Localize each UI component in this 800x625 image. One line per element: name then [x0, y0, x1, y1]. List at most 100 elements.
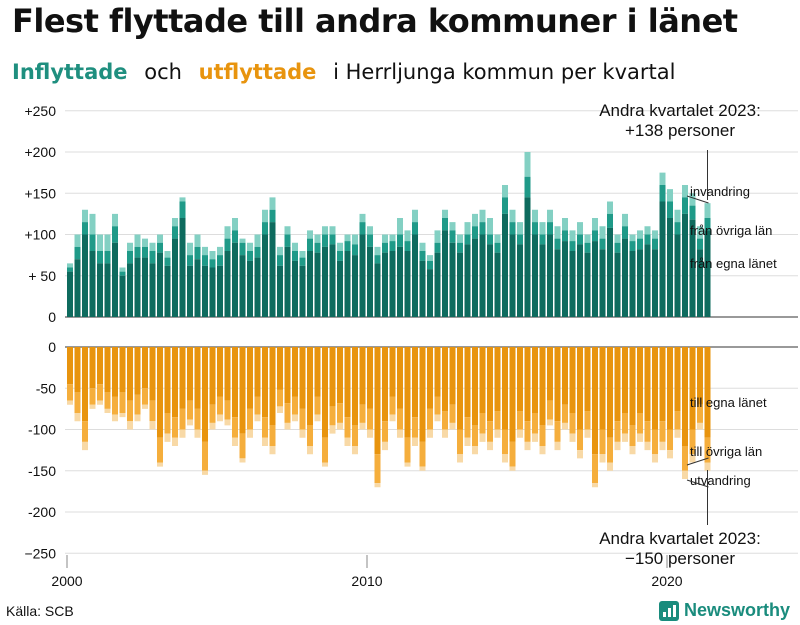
x-tick-label: 2000 [51, 573, 82, 589]
in-bar-egna [127, 263, 133, 317]
in-bar-invandring [112, 213, 118, 227]
in-bar-invandring [637, 230, 643, 239]
out-bar-ovriga [284, 403, 291, 423]
out-bar-utvandring [629, 446, 636, 455]
out-bar-egna [157, 347, 163, 438]
out-bar-utvandring [532, 433, 538, 442]
in-bar-egna [697, 249, 703, 317]
in-bar-invandring [239, 238, 246, 243]
out-bar-utvandring [637, 433, 643, 442]
out-bar-egna [412, 347, 418, 418]
out-bar-ovriga [419, 441, 426, 467]
out-bar-ovriga [179, 408, 186, 430]
in-bar-egna [644, 244, 651, 317]
in-bar-ovriga [427, 260, 433, 270]
source-label: Källa: SCB [6, 603, 74, 619]
in-bar-invandring [344, 234, 351, 242]
out-bar-ovriga [652, 429, 658, 455]
in-bar-ovriga [412, 222, 418, 235]
in-bar-invandring [667, 189, 673, 202]
in-bar-ovriga [269, 209, 276, 223]
out-bar-egna [569, 347, 576, 413]
in-bar-invandring [517, 222, 523, 235]
out-bar-ovriga [157, 437, 163, 463]
in-bar-egna [224, 251, 231, 317]
out-bar-egna [89, 347, 96, 389]
in-bar-ovriga [119, 271, 126, 276]
in-bar-ovriga [472, 226, 478, 239]
out-bar-ovriga [607, 437, 613, 463]
in-bar-egna [209, 267, 216, 317]
out-bar-egna [172, 347, 178, 418]
in-bar-invandring [172, 218, 178, 227]
out-bar-utvandring [547, 419, 553, 426]
in-bar-invandring [427, 255, 433, 261]
out-bar-egna [142, 347, 148, 389]
out-bar-egna [74, 347, 81, 393]
in-bar-egna [232, 242, 238, 317]
in-bar-ovriga [329, 234, 336, 245]
out-bar-egna [637, 347, 643, 413]
in-bar-ovriga [704, 218, 711, 231]
out-bar-ovriga [577, 429, 583, 451]
out-bar-ovriga [524, 421, 531, 442]
out-bar-ovriga [704, 437, 711, 463]
out-bar-ovriga [584, 411, 591, 430]
out-bar-utvandring [142, 404, 148, 409]
in-bar-egna [112, 242, 118, 317]
in-bar-egna [464, 244, 471, 317]
in-bar-egna [82, 234, 88, 317]
in-bar-ovriga [682, 197, 688, 214]
out-bar-ovriga [307, 425, 313, 446]
in-bar-egna [427, 269, 433, 317]
brand-name: Newsworthy [683, 600, 790, 620]
out-bar-utvandring [359, 422, 366, 430]
in-bar-ovriga [487, 234, 493, 245]
in-bar-egna [284, 246, 291, 317]
out-bar-ovriga [622, 413, 628, 434]
out-bar-ovriga [367, 408, 373, 430]
in-bar-egna [539, 244, 546, 317]
in-bar-egna [322, 246, 328, 317]
out-bar-ovriga [374, 454, 381, 484]
out-bar-utvandring [374, 483, 381, 488]
in-bar-egna [397, 246, 403, 317]
in-bar-ovriga [67, 267, 73, 272]
in-bar-invandring [682, 185, 688, 198]
out-bar-egna [194, 347, 201, 409]
out-bar-egna [479, 347, 486, 413]
in-bar-egna [404, 251, 411, 317]
out-bar-ovriga [487, 421, 493, 442]
out-bar-utvandring [457, 454, 463, 463]
out-bar-egna [277, 347, 283, 390]
out-bar-utvandring [292, 414, 298, 422]
in-bar-ovriga [367, 234, 373, 247]
out-bar-egna [592, 347, 598, 455]
in-bar-invandring [299, 251, 306, 258]
in-bar-egna [179, 218, 186, 317]
out-bar-utvandring [502, 454, 508, 463]
out-segment-label: till egna länet [690, 395, 767, 410]
out-bar-utvandring [667, 450, 673, 459]
out-bar-egna [82, 347, 88, 422]
in-bar-invandring [397, 218, 403, 235]
out-bar-egna [239, 347, 246, 434]
out-bar-ovriga [682, 446, 688, 471]
in-bar-invandring [389, 234, 396, 242]
in-bar-ovriga [209, 259, 216, 268]
out-bar-ovriga [637, 413, 643, 434]
in-bar-invandring [524, 152, 531, 177]
out-bar-utvandring [622, 433, 628, 442]
in-bar-egna [547, 234, 553, 317]
out-bar-egna [247, 347, 253, 409]
out-bar-egna [314, 347, 321, 397]
in-bar-invandring [262, 209, 268, 223]
subtitle-inflyttade: Inflyttade [12, 60, 128, 84]
out-bar-ovriga [254, 396, 261, 415]
out-bar-ovriga [509, 441, 516, 467]
in-bar-invandring [607, 201, 613, 214]
out-bar-egna [367, 347, 373, 409]
in-bar-ovriga [674, 222, 681, 235]
out-bar-utvandring [187, 419, 193, 426]
out-bar-ovriga [119, 392, 126, 413]
